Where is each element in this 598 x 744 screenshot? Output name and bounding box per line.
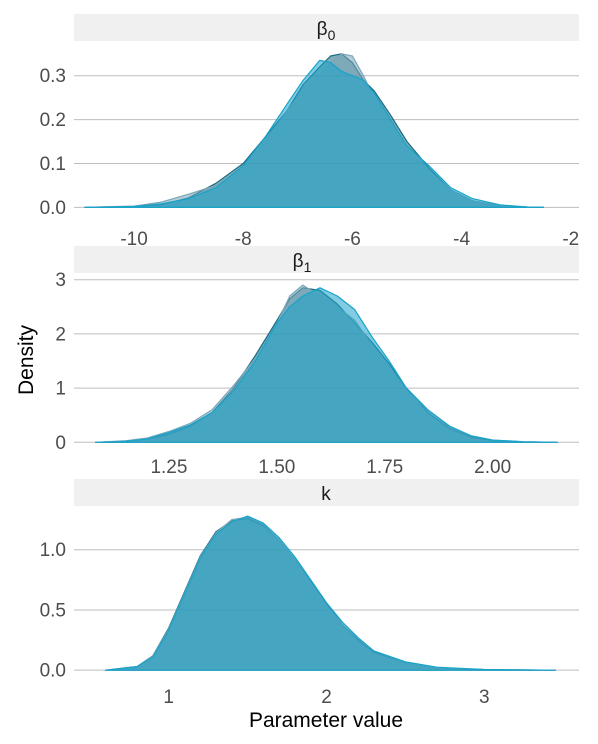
x-tick-label: 2.00 bbox=[474, 457, 511, 478]
density-area-series-3 bbox=[95, 287, 558, 443]
y-tick-label: 0 bbox=[55, 433, 66, 454]
x-tick-labels: 1 2 3 bbox=[163, 687, 489, 708]
y-tick-labels: 0.0 0.1 0.2 0.3 bbox=[40, 66, 66, 219]
x-tick-labels: -10 -8 -6 -4 -2 bbox=[120, 229, 579, 250]
facet-panel-beta0: β0 -10 -8 -6 -4 -2 0.0 0.1 0.2 0.3 bbox=[40, 14, 579, 250]
facet-label-subscript: 0 bbox=[328, 27, 336, 43]
y-axis-title: Density bbox=[15, 324, 38, 395]
y-tick-label: 0.5 bbox=[40, 600, 66, 621]
facet-label-beta1: β1 bbox=[293, 251, 312, 275]
facet-strip-k bbox=[74, 479, 579, 506]
x-tick-label: 2 bbox=[321, 687, 332, 708]
facet-label-base: β bbox=[293, 251, 304, 272]
y-tick-label: 0.1 bbox=[40, 154, 66, 175]
y-tick-label: 3 bbox=[55, 270, 66, 291]
y-tick-label: 0.2 bbox=[40, 110, 66, 131]
facet-label-subscript: 1 bbox=[304, 259, 312, 275]
facet-label-beta0: β0 bbox=[317, 19, 336, 43]
x-tick-label: -2 bbox=[562, 229, 579, 250]
density-areas bbox=[84, 53, 545, 208]
y-tick-label: 0.0 bbox=[40, 198, 66, 219]
density-areas bbox=[95, 284, 558, 443]
y-tick-label: 2 bbox=[55, 324, 66, 345]
y-tick-labels: 0 1 2 3 bbox=[55, 270, 66, 454]
density-area-series-3 bbox=[84, 59, 545, 208]
facet-strip-beta1 bbox=[74, 246, 579, 273]
x-axis-title: Parameter value bbox=[249, 709, 403, 732]
x-tick-label: -4 bbox=[453, 229, 470, 250]
x-tick-label: 1.75 bbox=[366, 457, 403, 478]
y-tick-label: 1.0 bbox=[40, 540, 66, 561]
x-tick-labels: 1.25 1.50 1.75 2.00 bbox=[150, 457, 511, 478]
facet-strip-beta0 bbox=[74, 14, 579, 41]
x-tick-label: 3 bbox=[479, 687, 490, 708]
y-tick-label: 1 bbox=[55, 379, 66, 400]
x-tick-label: 1.50 bbox=[258, 457, 295, 478]
y-tick-label: 0.0 bbox=[40, 661, 66, 682]
y-tick-labels: 0.0 0.5 1.0 bbox=[40, 540, 66, 681]
density-areas bbox=[105, 515, 556, 671]
x-tick-label: -10 bbox=[120, 229, 147, 250]
x-tick-label: 1 bbox=[163, 687, 174, 708]
facet-label-base: β bbox=[317, 19, 328, 40]
facet-label-k: k bbox=[321, 484, 331, 505]
density-area-series-3 bbox=[105, 515, 556, 671]
x-tick-label: -6 bbox=[344, 229, 361, 250]
x-tick-label: 1.25 bbox=[150, 457, 187, 478]
y-tick-label: 0.3 bbox=[40, 66, 66, 87]
x-tick-label: -8 bbox=[235, 229, 252, 250]
facet-panel-k: k 1 2 3 0.0 0.5 1.0 bbox=[40, 479, 579, 708]
